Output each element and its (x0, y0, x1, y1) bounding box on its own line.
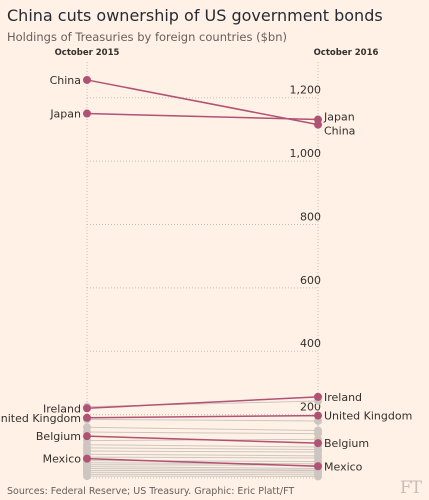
series-label-right-china: China (324, 125, 355, 138)
series-line-other (86, 418, 319, 422)
column-header-right: October 2016 (314, 48, 379, 58)
ft-logo: FT (399, 478, 422, 498)
data-point-ireland (314, 392, 322, 401)
series-line-mexico (86, 457, 319, 468)
series-line-other (86, 431, 319, 435)
series-label-left-japan: Japan (49, 108, 81, 121)
y-tick-label: 1,000 (290, 147, 322, 160)
series-label-left-china: China (50, 74, 81, 87)
series-line-other (86, 450, 319, 453)
series-line-other (86, 460, 319, 463)
series-label-left-mexico: Mexico (43, 453, 82, 466)
series-line-other (86, 466, 319, 469)
series-line-other (86, 456, 319, 459)
series-label-right-united-kingdom: United Kingdom (324, 410, 412, 423)
series-line-other (86, 462, 319, 465)
data-point-mexico (83, 454, 91, 463)
data-point-other (314, 429, 322, 438)
series-line-other (86, 473, 319, 476)
data-point-other (314, 472, 322, 481)
data-point-japan (314, 115, 322, 124)
series-label-right-ireland: Ireland (324, 391, 362, 404)
series-line-united-kingdom (86, 414, 319, 419)
series-label-left-belgium: Belgium (36, 430, 81, 443)
data-point-china (83, 75, 91, 84)
series-label-right-mexico: Mexico (324, 460, 363, 473)
y-tick-label: 1,200 (290, 84, 322, 97)
series-label-right-belgium: Belgium (324, 437, 369, 450)
series-label-left-ireland: Ireland (43, 402, 81, 415)
series-line-other (86, 447, 319, 450)
series-line-other (86, 469, 319, 472)
data-point-united-kingdom (314, 411, 322, 420)
data-point-mexico (314, 462, 322, 471)
y-tick-label: 800 (300, 210, 321, 223)
chart-title: China cuts ownership of US government bo… (7, 6, 383, 25)
series-line-belgium (86, 435, 319, 444)
data-point-belgium (83, 432, 91, 441)
y-tick-label: 400 (300, 337, 321, 350)
series-line-other (86, 471, 319, 474)
series-line-other (86, 444, 319, 448)
series-label-right-japan: Japan (323, 111, 355, 124)
data-point-ireland (83, 404, 91, 413)
data-point-united-kingdom (83, 413, 91, 422)
series-label-left-united-kingdom: United Kingdom (0, 412, 81, 425)
data-point-belgium (314, 439, 322, 448)
series-line-other (86, 467, 319, 471)
series-line-china (86, 79, 319, 126)
series-line-other (86, 453, 319, 457)
data-point-japan (83, 109, 91, 118)
source-note: Sources: Federal Reserve; US Treasury. G… (7, 486, 295, 497)
chart-subtitle: Holdings of Treasuries by foreign countr… (7, 30, 288, 44)
y-tick-label: 600 (300, 274, 321, 287)
column-header-left: October 2015 (55, 48, 120, 58)
series-line-ireland (86, 396, 319, 410)
series-line-other (86, 426, 319, 431)
series-line-japan (86, 112, 319, 121)
data-point-other (83, 472, 91, 481)
